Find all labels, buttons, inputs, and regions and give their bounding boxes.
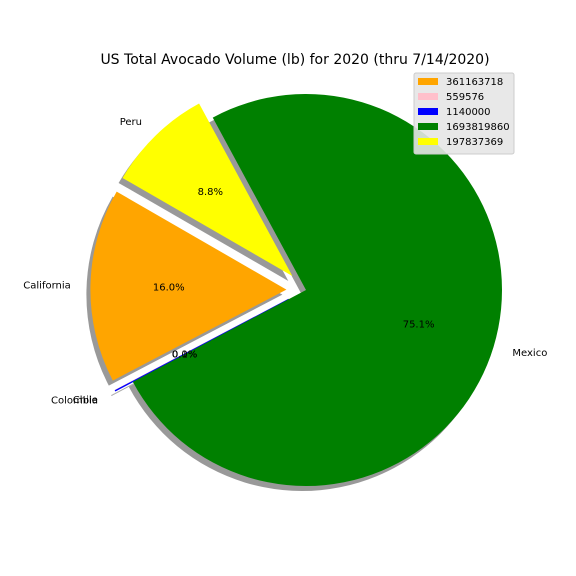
slice-california <box>90 191 287 381</box>
legend-swatch-peru <box>418 138 438 145</box>
chart-title: US Total Avocado Volume (lb) for 2020 (t… <box>100 52 489 68</box>
legend-entry-label: 1140000 <box>446 107 491 118</box>
legend-entry-label: 559576 <box>446 92 484 103</box>
category-label-chile: Chile <box>73 395 98 406</box>
pct-label-california: 16.0% <box>153 283 185 294</box>
category-label-california: California <box>23 281 71 292</box>
legend: 361163718 559576 1140000 1693819860 19783736… <box>413 72 515 155</box>
legend-swatch-california <box>418 78 438 85</box>
legend-swatch-mexico <box>418 123 438 130</box>
slice-labels: California 16.0% Chile 0.0% Colombia 0.1% Mexi… <box>23 117 547 406</box>
slice-colombia <box>114 298 289 392</box>
pct-label-peru: 8.8% <box>198 187 223 198</box>
slice-peru <box>122 103 293 276</box>
slice-mexico <box>132 93 502 486</box>
category-label-mexico: Mexico <box>512 348 547 359</box>
category-label-colombia: Colombia <box>51 395 98 406</box>
pie-slices <box>90 93 502 486</box>
legend-swatch-colombia <box>418 108 438 115</box>
pct-label-colombia: 0.1% <box>172 350 197 361</box>
pct-label-chile: 0.0% <box>172 349 197 360</box>
pct-label-mexico: 75.1% <box>403 320 435 331</box>
legend-frame <box>413 72 515 155</box>
legend-swatch-chile <box>418 93 438 100</box>
legend-entry-label: 1693819860 <box>446 122 510 133</box>
legend-entry-label: 361163718 <box>446 77 503 88</box>
legend-entry-label: 197837369 <box>446 137 503 148</box>
category-label-peru: Peru <box>120 117 142 128</box>
